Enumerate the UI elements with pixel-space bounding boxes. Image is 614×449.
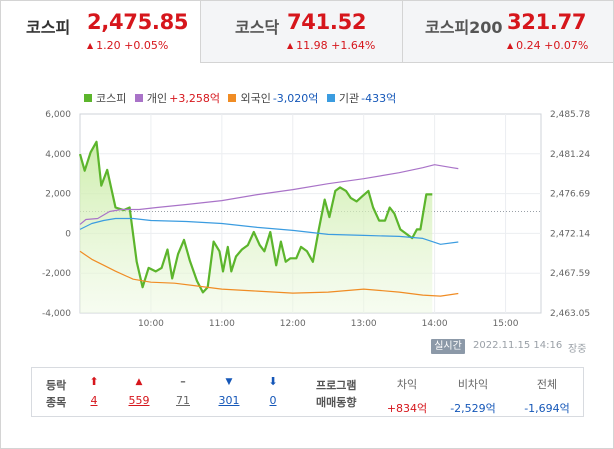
program-label: 매매동향 — [316, 396, 357, 409]
breadth-lower-limit: ⬇ 0 — [253, 374, 293, 407]
fall-count-link[interactable]: 301 — [218, 394, 240, 407]
y-left-tick-label: 6,000 — [45, 110, 71, 120]
breadth-flat: – 71 — [163, 374, 203, 407]
tab-price: 2,475.85 — [87, 10, 189, 34]
tab-price: 321.77 — [507, 10, 587, 34]
intraday-chart[interactable]: 6,000 2,485.78 4,000 2,481.24 2,000 2,476.69 0… — [1, 101, 613, 337]
tab-change: ▲ 0.24 +0.07% — [507, 39, 589, 52]
upper-limit-arrow-icon: ⬆ — [89, 375, 99, 388]
x-tick-label: 13:00 — [351, 319, 377, 329]
program-non-arbitrage: 비차익 -2,529억 — [440, 376, 506, 416]
y-right-tick-label: 2,485.78 — [550, 110, 590, 120]
up-arrow-icon: ▲ — [287, 41, 294, 50]
rise-triangle-icon: ▲ — [135, 377, 143, 387]
tab-price: 741.52 — [287, 10, 367, 34]
realtime-badge: 실시간 — [431, 339, 465, 354]
y-left-tick-label: 2,000 — [45, 190, 71, 200]
program-value: +834억 — [386, 402, 428, 415]
y-right-tick-label: 2,463.05 — [550, 309, 590, 319]
lower-limit-arrow-icon: ⬇ — [268, 375, 278, 388]
x-tick-label: 10:00 — [138, 319, 164, 329]
upper-limit-count-link[interactable]: 4 — [90, 394, 98, 407]
market-breadth-box: 등락 종목 ⬆ 4 ▲ 559 – 71 ▼ 301 ⬇ 0 프로그램 매매동향… — [31, 367, 584, 417]
series-line-1 — [79, 164, 459, 225]
legend-swatch — [84, 94, 92, 102]
program-header: 전체 — [536, 378, 558, 391]
flat-dash-icon: – — [180, 375, 186, 388]
program-value: -1,694억 — [524, 402, 570, 415]
legend-item-foreign[interactable]: 외국인 -3,020억 — [228, 90, 318, 106]
y-right-tick-label: 2,481.24 — [550, 150, 590, 160]
y-right-tick-label: 2,472.14 — [550, 229, 590, 239]
program-arbitrage: 차익 +834억 — [382, 376, 432, 416]
tab-name: 코스피 — [26, 18, 71, 37]
breadth-label: 등락 — [46, 379, 67, 392]
program-header: 비차익 — [457, 378, 489, 391]
x-tick-label: 14:00 — [422, 319, 448, 329]
up-arrow-icon: ▲ — [87, 41, 94, 50]
program-header: 차익 — [396, 378, 418, 391]
legend-item-kospi[interactable]: 코스피 — [84, 90, 126, 106]
y-right-tick-label: 2,476.69 — [550, 190, 590, 200]
tab-kospi200[interactable]: 코스피200 321.77 ▲ 0.24 +0.07% — [403, 1, 613, 63]
legend-item-institution[interactable]: 기관 -433억 — [326, 90, 396, 106]
index-tabs: 코스피 2,475.85 ▲ 1.20 +0.05% 코스닥 741.52 ▲ 11… — [1, 1, 613, 63]
tab-name: 코스피200 — [425, 18, 503, 37]
tab-change: ▲ 1.20 +0.05% — [87, 39, 169, 52]
program-total: 전체 -1,694억 — [514, 376, 580, 416]
flat-count-link[interactable]: 71 — [176, 394, 190, 407]
legend-item-individual[interactable]: 개인 +3,258억 — [134, 90, 220, 106]
y-left-tick-label: 0 — [65, 229, 71, 239]
tab-kospi[interactable]: 코스피 2,475.85 ▲ 1.20 +0.05% — [1, 1, 201, 63]
tab-change: ▲ 11.98 +1.64% — [287, 39, 376, 52]
legend-swatch — [134, 94, 143, 102]
series-line-0 — [78, 140, 433, 294]
legend-swatch — [228, 94, 237, 102]
series-line-3 — [79, 217, 459, 245]
breadth-label: 종목 — [46, 396, 67, 409]
tab-kosdaq[interactable]: 코스닥 741.52 ▲ 11.98 +1.64% — [201, 1, 403, 63]
legend-swatch — [326, 94, 335, 102]
timestamp: 2022.11.15 14:16 — [473, 340, 563, 351]
rise-count-link[interactable]: 559 — [128, 394, 150, 407]
tab-name: 코스닥 — [235, 18, 280, 37]
x-tick-label: 12:00 — [280, 319, 306, 329]
up-arrow-icon: ▲ — [507, 41, 514, 50]
x-tick-label: 15:00 — [493, 319, 519, 329]
breadth-fall: ▼ 301 — [209, 374, 249, 407]
y-left-tick-label: -4,000 — [42, 309, 71, 319]
breadth-rise: ▲ 559 — [119, 374, 159, 407]
y-right-tick-label: 2,467.59 — [550, 269, 590, 279]
series-area-0 — [80, 141, 433, 313]
y-left-tick-label: -2,000 — [42, 269, 71, 279]
program-label: 프로그램 — [316, 379, 357, 392]
chart-legend: 코스피 개인 +3,258억 외국인 -3,020억 기관 -433억 — [84, 90, 401, 106]
market-status: 장중 — [568, 344, 587, 355]
program-value: -2,529억 — [450, 402, 496, 415]
fall-triangle-icon: ▼ — [225, 377, 233, 387]
y-left-tick-label: 4,000 — [45, 150, 71, 160]
lower-limit-count-link[interactable]: 0 — [269, 394, 277, 407]
breadth-upper-limit: ⬆ 4 — [74, 374, 114, 407]
series-line-2 — [79, 250, 459, 297]
x-tick-label: 11:00 — [209, 319, 235, 329]
